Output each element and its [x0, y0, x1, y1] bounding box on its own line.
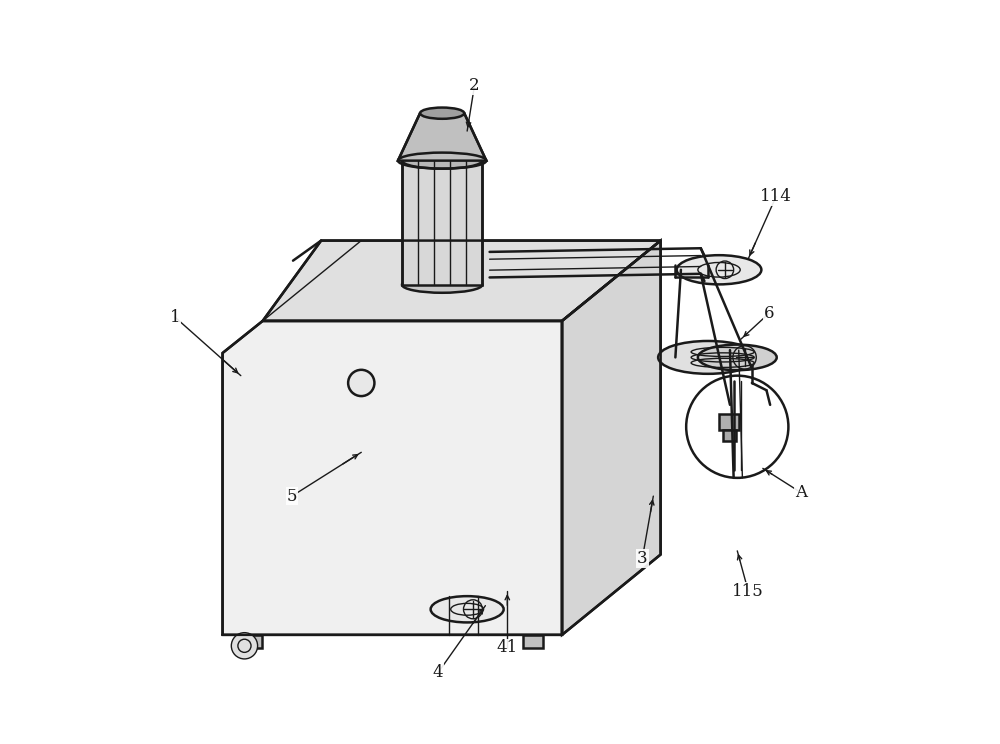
Ellipse shape	[402, 153, 482, 169]
Circle shape	[348, 370, 374, 396]
Text: 2: 2	[469, 77, 480, 94]
Text: 41: 41	[497, 640, 518, 656]
Ellipse shape	[658, 341, 758, 373]
Polygon shape	[719, 414, 739, 431]
Ellipse shape	[431, 596, 504, 623]
Polygon shape	[402, 161, 482, 285]
Ellipse shape	[402, 277, 482, 293]
Text: 4: 4	[433, 664, 443, 682]
Text: 1: 1	[170, 309, 180, 326]
Polygon shape	[223, 321, 562, 635]
Ellipse shape	[698, 344, 777, 371]
Text: 115: 115	[732, 583, 764, 600]
Ellipse shape	[420, 108, 464, 119]
Text: 6: 6	[763, 305, 774, 322]
Text: 5: 5	[287, 487, 297, 504]
Polygon shape	[723, 431, 736, 441]
Ellipse shape	[677, 255, 761, 284]
Text: A: A	[795, 484, 807, 501]
Polygon shape	[562, 240, 661, 635]
Polygon shape	[263, 240, 661, 321]
Polygon shape	[398, 113, 486, 161]
Polygon shape	[523, 635, 543, 648]
Text: 3: 3	[637, 550, 648, 567]
Polygon shape	[242, 635, 262, 648]
Circle shape	[231, 632, 258, 659]
Text: 114: 114	[760, 188, 792, 205]
